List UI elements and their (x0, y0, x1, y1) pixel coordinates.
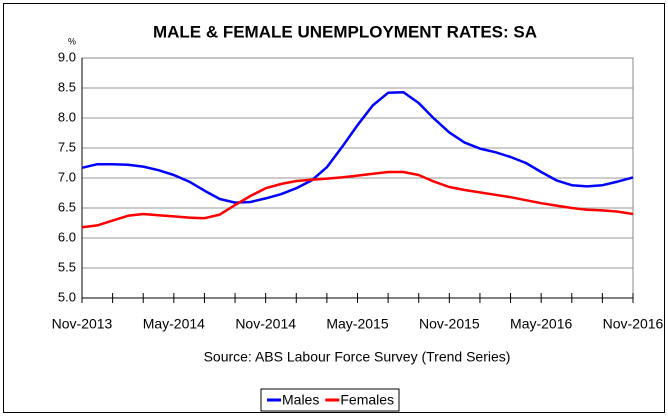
legend: Males Females (260, 388, 400, 412)
y-tick-label: 5.0 (58, 289, 76, 304)
y-tick-label: 7.5 (58, 139, 76, 154)
chart-title: MALE & FEMALE UNEMPLOYMENT RATES: SA (153, 22, 537, 41)
y-tick-label: 6.5 (58, 199, 76, 214)
series-line (81, 170, 634, 229)
y-tick-label: 5.5 (58, 259, 76, 274)
y-tick-label: 6.0 (58, 229, 76, 244)
y-tick-label: 9.0 (58, 49, 76, 64)
x-tick-label: Nov-2014 (235, 316, 296, 332)
y-tick-label: 7.0 (58, 169, 76, 184)
legend-label: Females (340, 392, 394, 408)
y-tick-label: 8.5 (58, 79, 76, 94)
legend-label: Males (282, 392, 319, 408)
y-tick-label: 8.0 (58, 109, 76, 124)
x-tick-label: Nov-2013 (52, 316, 113, 332)
x-tick-label: Nov-2015 (419, 316, 480, 332)
x-tick-label: Nov-2016 (603, 316, 664, 332)
x-tick-label: May-2016 (510, 316, 572, 332)
series-line (81, 90, 634, 204)
source-note: Source: ABS Labour Force Survey (Trend S… (204, 349, 511, 365)
y-axis-label: % (68, 36, 76, 46)
x-tick-label: May-2015 (326, 316, 388, 332)
x-tick-label: May-2014 (143, 316, 205, 332)
